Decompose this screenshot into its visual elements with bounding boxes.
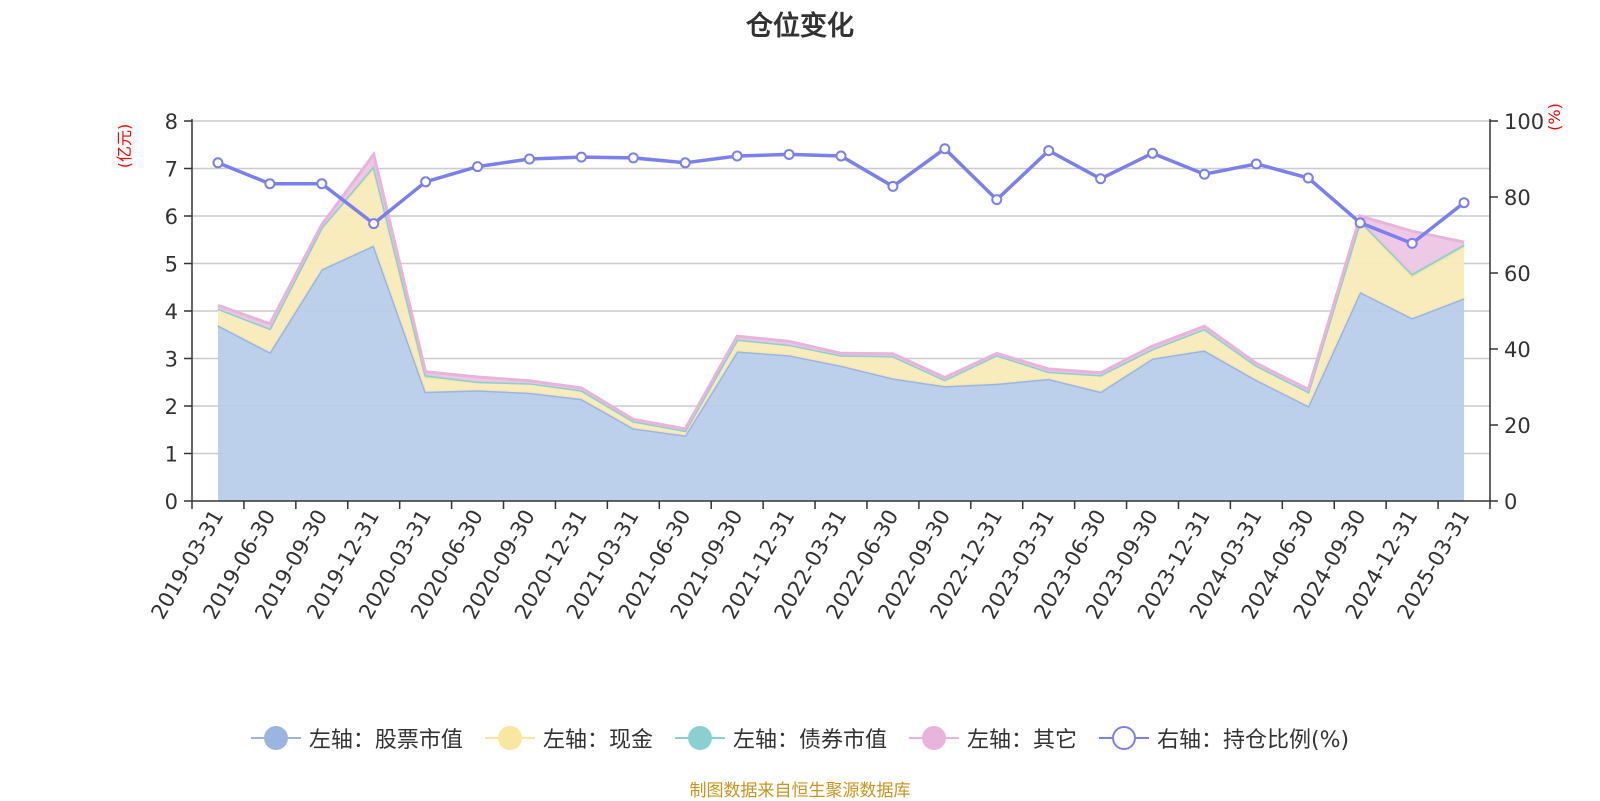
holding-ratio-point (731, 150, 743, 162)
legend-marker-icon (1098, 723, 1149, 753)
holding-ratio-point (939, 143, 951, 155)
holding-ratio-point (368, 218, 380, 230)
left-axis-tick-label: 3 (165, 348, 178, 372)
holding-ratio-point (1198, 168, 1210, 180)
holding-ratio-point (991, 194, 1003, 206)
legend-item[interactable]: 左轴：债券市值 (674, 722, 887, 754)
area-line-4 (217, 150, 1465, 431)
legend-marker-icon (908, 723, 959, 753)
holding-ratio-line (217, 146, 1466, 246)
holding-ratio-point (575, 151, 587, 163)
legend-marker-icon (674, 723, 725, 753)
right-axis-tick-label: 80 (1504, 186, 1531, 210)
legend-label: 左轴：股票市值 (308, 728, 463, 753)
left-axis-unit: (亿元) (115, 124, 134, 169)
left-axis-tick-label: 5 (165, 253, 178, 277)
holding-ratio-point (1250, 158, 1262, 170)
legend: 左轴：股票市值 左轴：现金 左轴：债券市值 左轴：其它 右轴：持仓比例(%) (0, 722, 1600, 754)
legend-item[interactable]: 右轴：持仓比例(%) (1098, 722, 1350, 754)
holding-ratio-point (1043, 145, 1055, 157)
right-axis-tick-label: 100 (1504, 110, 1544, 134)
left-axis-tick-label: 1 (165, 443, 178, 467)
legend-marker-icon (484, 723, 535, 753)
holding-ratio-point (264, 178, 276, 190)
left-axis-tick-label: 7 (165, 158, 178, 182)
holding-ratio-point (1406, 237, 1418, 249)
holding-ratio-point (212, 157, 224, 169)
holding-ratio-point (627, 152, 639, 164)
legend-label: 右轴：持仓比例(%) (1156, 728, 1350, 753)
right-axis-tick-label: 0 (1504, 490, 1517, 514)
area-1 (218, 245, 1464, 501)
left-axis-tick-label: 4 (165, 300, 178, 324)
holding-ratio-point (835, 150, 847, 162)
holding-ratio-point (523, 153, 535, 165)
left-axis-tick-label: 6 (165, 205, 178, 229)
holding-ratio-point (1354, 217, 1366, 229)
data-source-note: 制图数据来自恒生聚源数据库 (689, 781, 911, 801)
holding-ratio-point (1095, 173, 1107, 185)
right-axis-tick-label: 40 (1504, 338, 1531, 362)
holding-ratio-point (887, 180, 899, 192)
right-axis-tick-label: 20 (1504, 414, 1531, 438)
holding-ratio-point (1458, 197, 1470, 209)
legend-label: 左轴：债券市值 (732, 728, 887, 753)
legend-item[interactable]: 左轴：现金 (484, 722, 653, 754)
left-axis-tick-label: 2 (165, 395, 178, 419)
holding-ratio-point (316, 178, 328, 190)
right-axis-unit: (%) (1545, 103, 1564, 131)
left-axis-tick-label: 0 (165, 490, 178, 514)
holding-ratio-point (679, 157, 691, 169)
holding-ratio-point (420, 176, 432, 188)
holding-ratio-point (1147, 147, 1159, 159)
holding-ratio-point (472, 161, 484, 173)
legend-marker-icon (250, 723, 301, 753)
legend-item[interactable]: 左轴：其它 (908, 722, 1077, 754)
legend-label: 左轴：其它 (966, 728, 1077, 753)
legend-label: 左轴：现金 (542, 728, 653, 753)
holding-ratio-point (783, 148, 795, 160)
chart-title: 仓位变化 (746, 11, 854, 42)
legend-item[interactable]: 左轴：股票市值 (250, 722, 463, 754)
holding-ratio-point (1302, 172, 1314, 184)
left-axis-tick-label: 8 (165, 110, 178, 134)
right-axis-tick-label: 60 (1504, 262, 1531, 286)
